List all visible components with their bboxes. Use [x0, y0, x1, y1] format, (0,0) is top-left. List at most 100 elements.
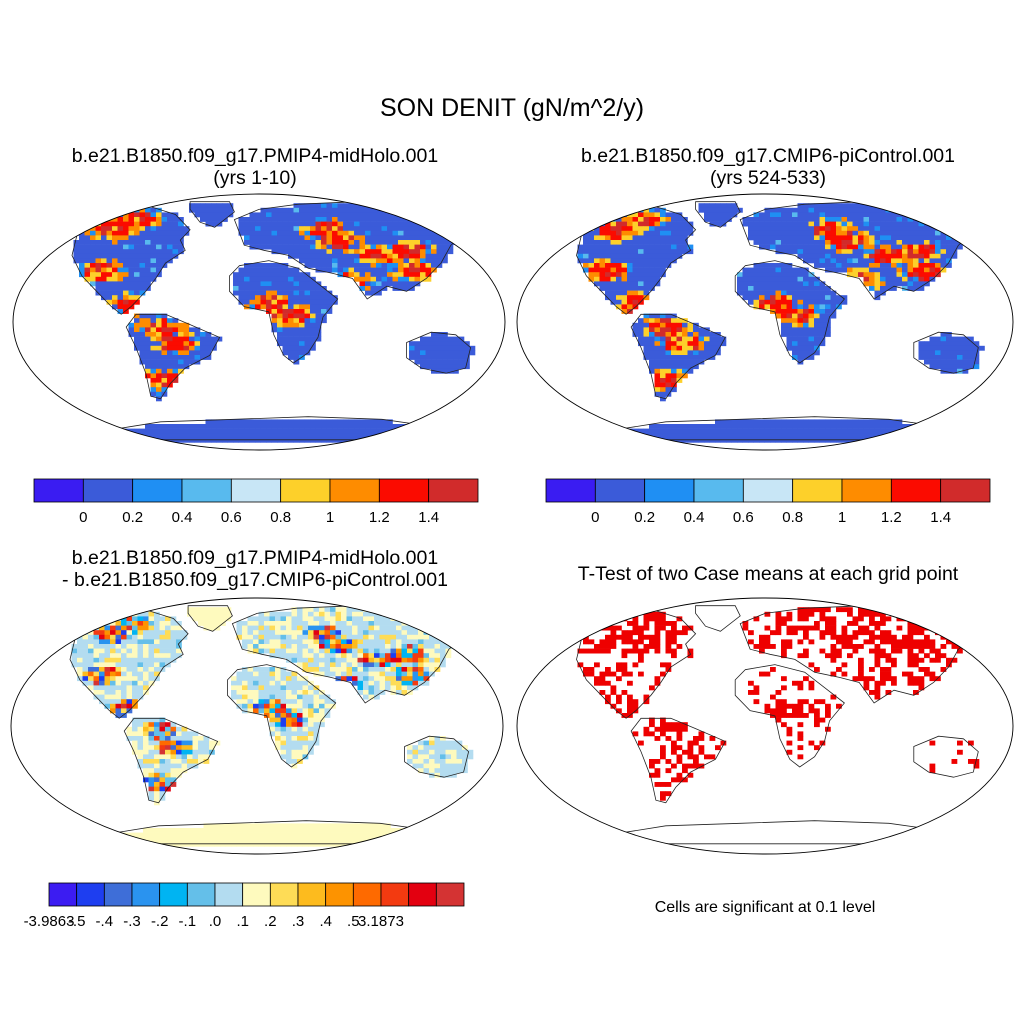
colorbar-box — [792, 478, 843, 503]
coastline-africa — [229, 260, 339, 364]
colorbar-box — [380, 882, 410, 907]
colorbar-box — [428, 478, 479, 503]
colorbar-box — [545, 478, 596, 503]
colorbar-tick-label: .2 — [264, 913, 277, 930]
panel-title-line2: - b.e21.B1850.f09_g17.CMIP6-piControl.00… — [62, 569, 448, 591]
colorbar-tick-label: 0.2 — [634, 509, 655, 526]
colorbar-tick-label: .4 — [319, 913, 332, 930]
significance-note: Cells are significant at 0.1 level — [654, 899, 876, 916]
colorbar-tick-label: .1 — [236, 913, 249, 930]
colorbar-box — [940, 478, 991, 503]
panel-title-top-left: b.e21.B1850.f09_g17.PMIP4-midHolo.001 (y… — [72, 145, 438, 189]
colorbar-box — [352, 882, 382, 907]
colorbar-box — [408, 882, 437, 907]
colorbar-box — [242, 882, 271, 907]
colorbar-box — [159, 882, 188, 907]
coastline-antarctica — [551, 820, 979, 845]
colorbar-box — [594, 478, 646, 503]
colorbar-box — [82, 478, 134, 503]
colorbar-tick-label: 3.1873 — [358, 913, 404, 930]
coastline-south-america — [630, 313, 726, 400]
colorbar-top-right: 0 0.2 0.4 0.6 0.8 1 1.2 1.4 — [545, 478, 991, 526]
panel-title-top-right: b.e21.B1850.f09_g17.CMIP6-piControl.001 … — [581, 145, 955, 189]
colorbar-tick-label: 0 — [79, 509, 87, 526]
colorbar-box — [132, 478, 183, 503]
coastline-antarctica — [45, 820, 469, 845]
colorbar-tick-label: 0.2 — [122, 509, 143, 526]
coastline-south-america — [123, 717, 219, 804]
colorbar-tick-label: 0.8 — [782, 509, 803, 526]
colorbar-box — [269, 882, 299, 907]
coastline-australia — [406, 331, 472, 374]
colorbar-tick-label: .0 — [209, 913, 222, 930]
map-border — [10, 597, 504, 855]
colorbar-box — [325, 882, 354, 907]
map-panel-top-left — [12, 193, 506, 451]
colorbar-box — [435, 882, 465, 907]
panel-title-line2: (yrs 1-10) — [213, 167, 297, 189]
colorbar-tick-label: -.5 — [68, 913, 86, 930]
map-border — [12, 193, 506, 451]
coastline-antarctica — [47, 416, 471, 441]
colorbar-box — [131, 882, 161, 907]
colorbar-tick-label: -.4 — [96, 913, 114, 930]
colorbar-box — [186, 882, 216, 907]
colorbar-tick-label: 1.4 — [930, 509, 951, 526]
colorbar-box — [297, 882, 327, 907]
colorbar-box — [280, 478, 331, 503]
colorbar-tick-label: 0.6 — [221, 509, 242, 526]
colorbar-tick-label: 1.2 — [369, 509, 390, 526]
coastline-greenland — [695, 605, 741, 632]
colorbar-tick-label: -3.9863 — [24, 913, 75, 930]
colorbar-box — [214, 882, 244, 907]
coastline-south-america — [630, 717, 726, 804]
panel-title-bottom-right: T-Test of two Case means at each grid po… — [577, 563, 959, 585]
coastline-north-america — [556, 206, 697, 315]
panel-title-line1: b.e21.B1850.f09_g17.CMIP6-piControl.001 — [580, 145, 956, 167]
colorbar-box — [230, 478, 282, 503]
colorbar-box — [841, 478, 892, 503]
coastlines — [551, 201, 995, 441]
colorbar-tick-label: 1.2 — [881, 509, 902, 526]
colorbar-tick-label: -.2 — [151, 913, 169, 930]
colorbar-box — [329, 478, 380, 503]
panel-title-line2: (yrs 524-533) — [710, 167, 826, 189]
colorbar-box — [76, 882, 105, 907]
colorbar-box — [181, 478, 232, 503]
colorbar-tick-label: .3 — [292, 913, 305, 930]
main-title: SON DENIT (gN/m^2/y) — [379, 94, 645, 122]
colorbar-bottom-left: -3.9863-.5 -.4 -.3 -.2 -.1 .0 .1 .2 .3 .4 .53.1873 — [24, 882, 465, 930]
map-border — [516, 597, 1014, 855]
map-panel-bottom-right — [516, 597, 1014, 855]
colorbar-tick-label: 0.4 — [684, 509, 705, 526]
colorbar-box — [890, 478, 942, 503]
colorbar-box — [103, 882, 133, 907]
coastline-africa — [734, 260, 845, 364]
colorbar-tick-label: -.3 — [123, 913, 141, 930]
map-panel-bottom-left — [10, 597, 504, 855]
coastline-australia — [913, 735, 979, 778]
colorbar-tick-label: 1 — [838, 509, 846, 526]
coastline-greenland — [189, 201, 235, 228]
panel-title-bottom-left: b.e21.B1850.f09_g17.PMIP4-midHolo.001 - … — [62, 547, 448, 591]
colorbar-box — [33, 478, 84, 503]
coastline-north-america — [49, 610, 189, 719]
colorbar-top-left: 0 0.2 0.4 0.6 0.8 1 1.2 1.4 — [33, 478, 479, 526]
colorbar-box — [644, 478, 695, 503]
colorbar-box — [48, 882, 78, 907]
colorbar-box — [693, 478, 744, 503]
colorbar-tick-label: 0 — [591, 509, 599, 526]
map-border — [516, 193, 1014, 451]
map-panel-top-right — [516, 193, 1014, 451]
map-cells — [51, 203, 487, 443]
coastline-greenland — [695, 201, 741, 228]
colorbar-tick-label: 0.6 — [733, 509, 754, 526]
colorbar-tick-label: 1 — [326, 509, 334, 526]
coastline-south-america — [125, 313, 221, 400]
colorbar-tick-label: 1.4 — [418, 509, 439, 526]
colorbar-tick-label: -.1 — [179, 913, 197, 930]
coastline-greenland — [187, 605, 233, 632]
coastline-africa — [734, 664, 845, 768]
coastline-antarctica — [551, 416, 979, 441]
